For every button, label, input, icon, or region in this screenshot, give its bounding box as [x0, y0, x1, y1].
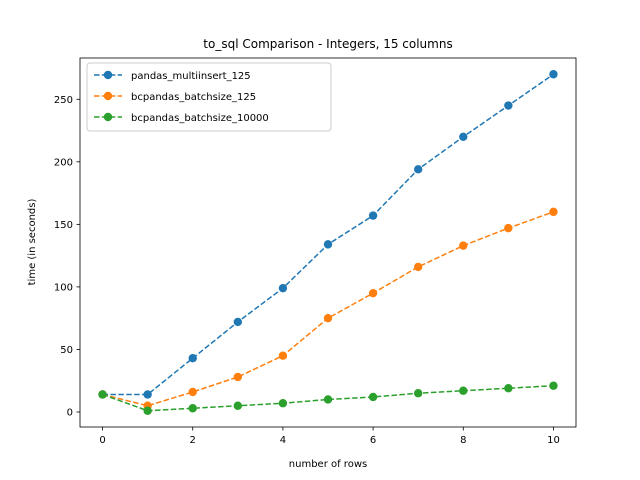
data-point-bcpandas_batchsize_10000-10	[549, 381, 558, 390]
y-tick-label: 0	[67, 407, 73, 418]
data-point-pandas_multiinsert_125-5	[323, 240, 333, 249]
series-line-bcpandas_batchsize_10000	[102, 384, 554, 412]
data-point-bcpandas_batchsize_10000-8	[459, 386, 468, 395]
y-tick-label: 200	[54, 157, 73, 168]
data-point-bcpandas_batchsize_125-9	[504, 223, 513, 233]
data-point-bcpandas_batchsize_125-6	[368, 288, 378, 298]
legend-entry: bcpandas_batchsize_125	[94, 91, 256, 103]
chart-title: to_sql Comparison - Integers, 15 columns	[203, 37, 452, 51]
data-point-pandas_multiinsert_125-8	[459, 132, 468, 141]
data-point-bcpandas_batchsize_10000-0	[98, 390, 107, 399]
y-tick-label: 100	[54, 282, 73, 293]
legend-marker	[103, 112, 113, 122]
data-point-pandas_multiinsert_125-6	[368, 211, 378, 220]
data-point-bcpandas_batchsize_125-10	[549, 207, 558, 217]
data-point-bcpandas_batchsize_10000-6	[368, 392, 378, 402]
data-point-pandas_multiinsert_125-9	[504, 101, 513, 110]
data-point-pandas_multiinsert_125-3	[233, 317, 243, 327]
x-axis-label: number of rows	[289, 459, 367, 470]
series-bcpandas_batchsize_10000	[98, 381, 558, 415]
data-point-bcpandas_batchsize_10000-2	[188, 404, 197, 413]
data-point-bcpandas_batchsize_10000-3	[233, 401, 243, 410]
y-tick-label: 250	[54, 95, 73, 106]
legend-label: bcpandas_batchsize_125	[131, 92, 256, 103]
data-point-bcpandas_batchsize_10000-4	[278, 399, 288, 408]
data-point-bcpandas_batchsize_10000-7	[413, 389, 423, 398]
y-tick-label: 50	[60, 345, 73, 356]
data-point-bcpandas_batchsize_10000-9	[504, 384, 513, 393]
x-tick-label: 10	[547, 435, 560, 446]
legend-marker	[103, 70, 113, 80]
legend: pandas_multiinsert_125 bcpandas_batchsize…	[86, 62, 332, 132]
x-tick-label: 2	[190, 435, 196, 446]
data-point-pandas_multiinsert_125-2	[188, 354, 197, 363]
data-point-bcpandas_batchsize_125-2	[188, 387, 197, 397]
data-point-bcpandas_batchsize_125-8	[459, 241, 468, 250]
legend-box	[86, 62, 332, 132]
x-tick-label: 8	[460, 435, 466, 446]
data-point-pandas_multiinsert_125-7	[413, 165, 423, 174]
y-axis-label: time (in seconds)	[27, 199, 38, 286]
data-point-pandas_multiinsert_125-10	[549, 70, 558, 79]
legend-entry: pandas_multiinsert_125	[94, 70, 251, 82]
data-point-bcpandas_batchsize_125-7	[413, 262, 423, 272]
x-tick-label: 6	[370, 435, 376, 446]
data-point-bcpandas_batchsize_125-3	[233, 372, 243, 382]
legend-label: bcpandas_batchsize_10000	[131, 113, 269, 124]
data-point-bcpandas_batchsize_125-5	[323, 313, 333, 323]
axes-frame	[79, 57, 577, 428]
legend-entry: bcpandas_batchsize_10000	[94, 112, 269, 124]
data-point-bcpandas_batchsize_10000-1	[143, 406, 152, 415]
x-tick-label: 0	[99, 435, 105, 446]
data-point-bcpandas_batchsize_125-4	[278, 351, 288, 360]
x-tick-label: 4	[280, 435, 286, 446]
legend-label: pandas_multiinsert_125	[131, 71, 251, 82]
data-point-bcpandas_batchsize_10000-5	[323, 395, 333, 404]
data-point-pandas_multiinsert_125-4	[278, 283, 288, 293]
y-tick-label: 150	[54, 220, 73, 231]
data-point-pandas_multiinsert_125-1	[143, 390, 152, 399]
legend-marker	[103, 91, 113, 101]
